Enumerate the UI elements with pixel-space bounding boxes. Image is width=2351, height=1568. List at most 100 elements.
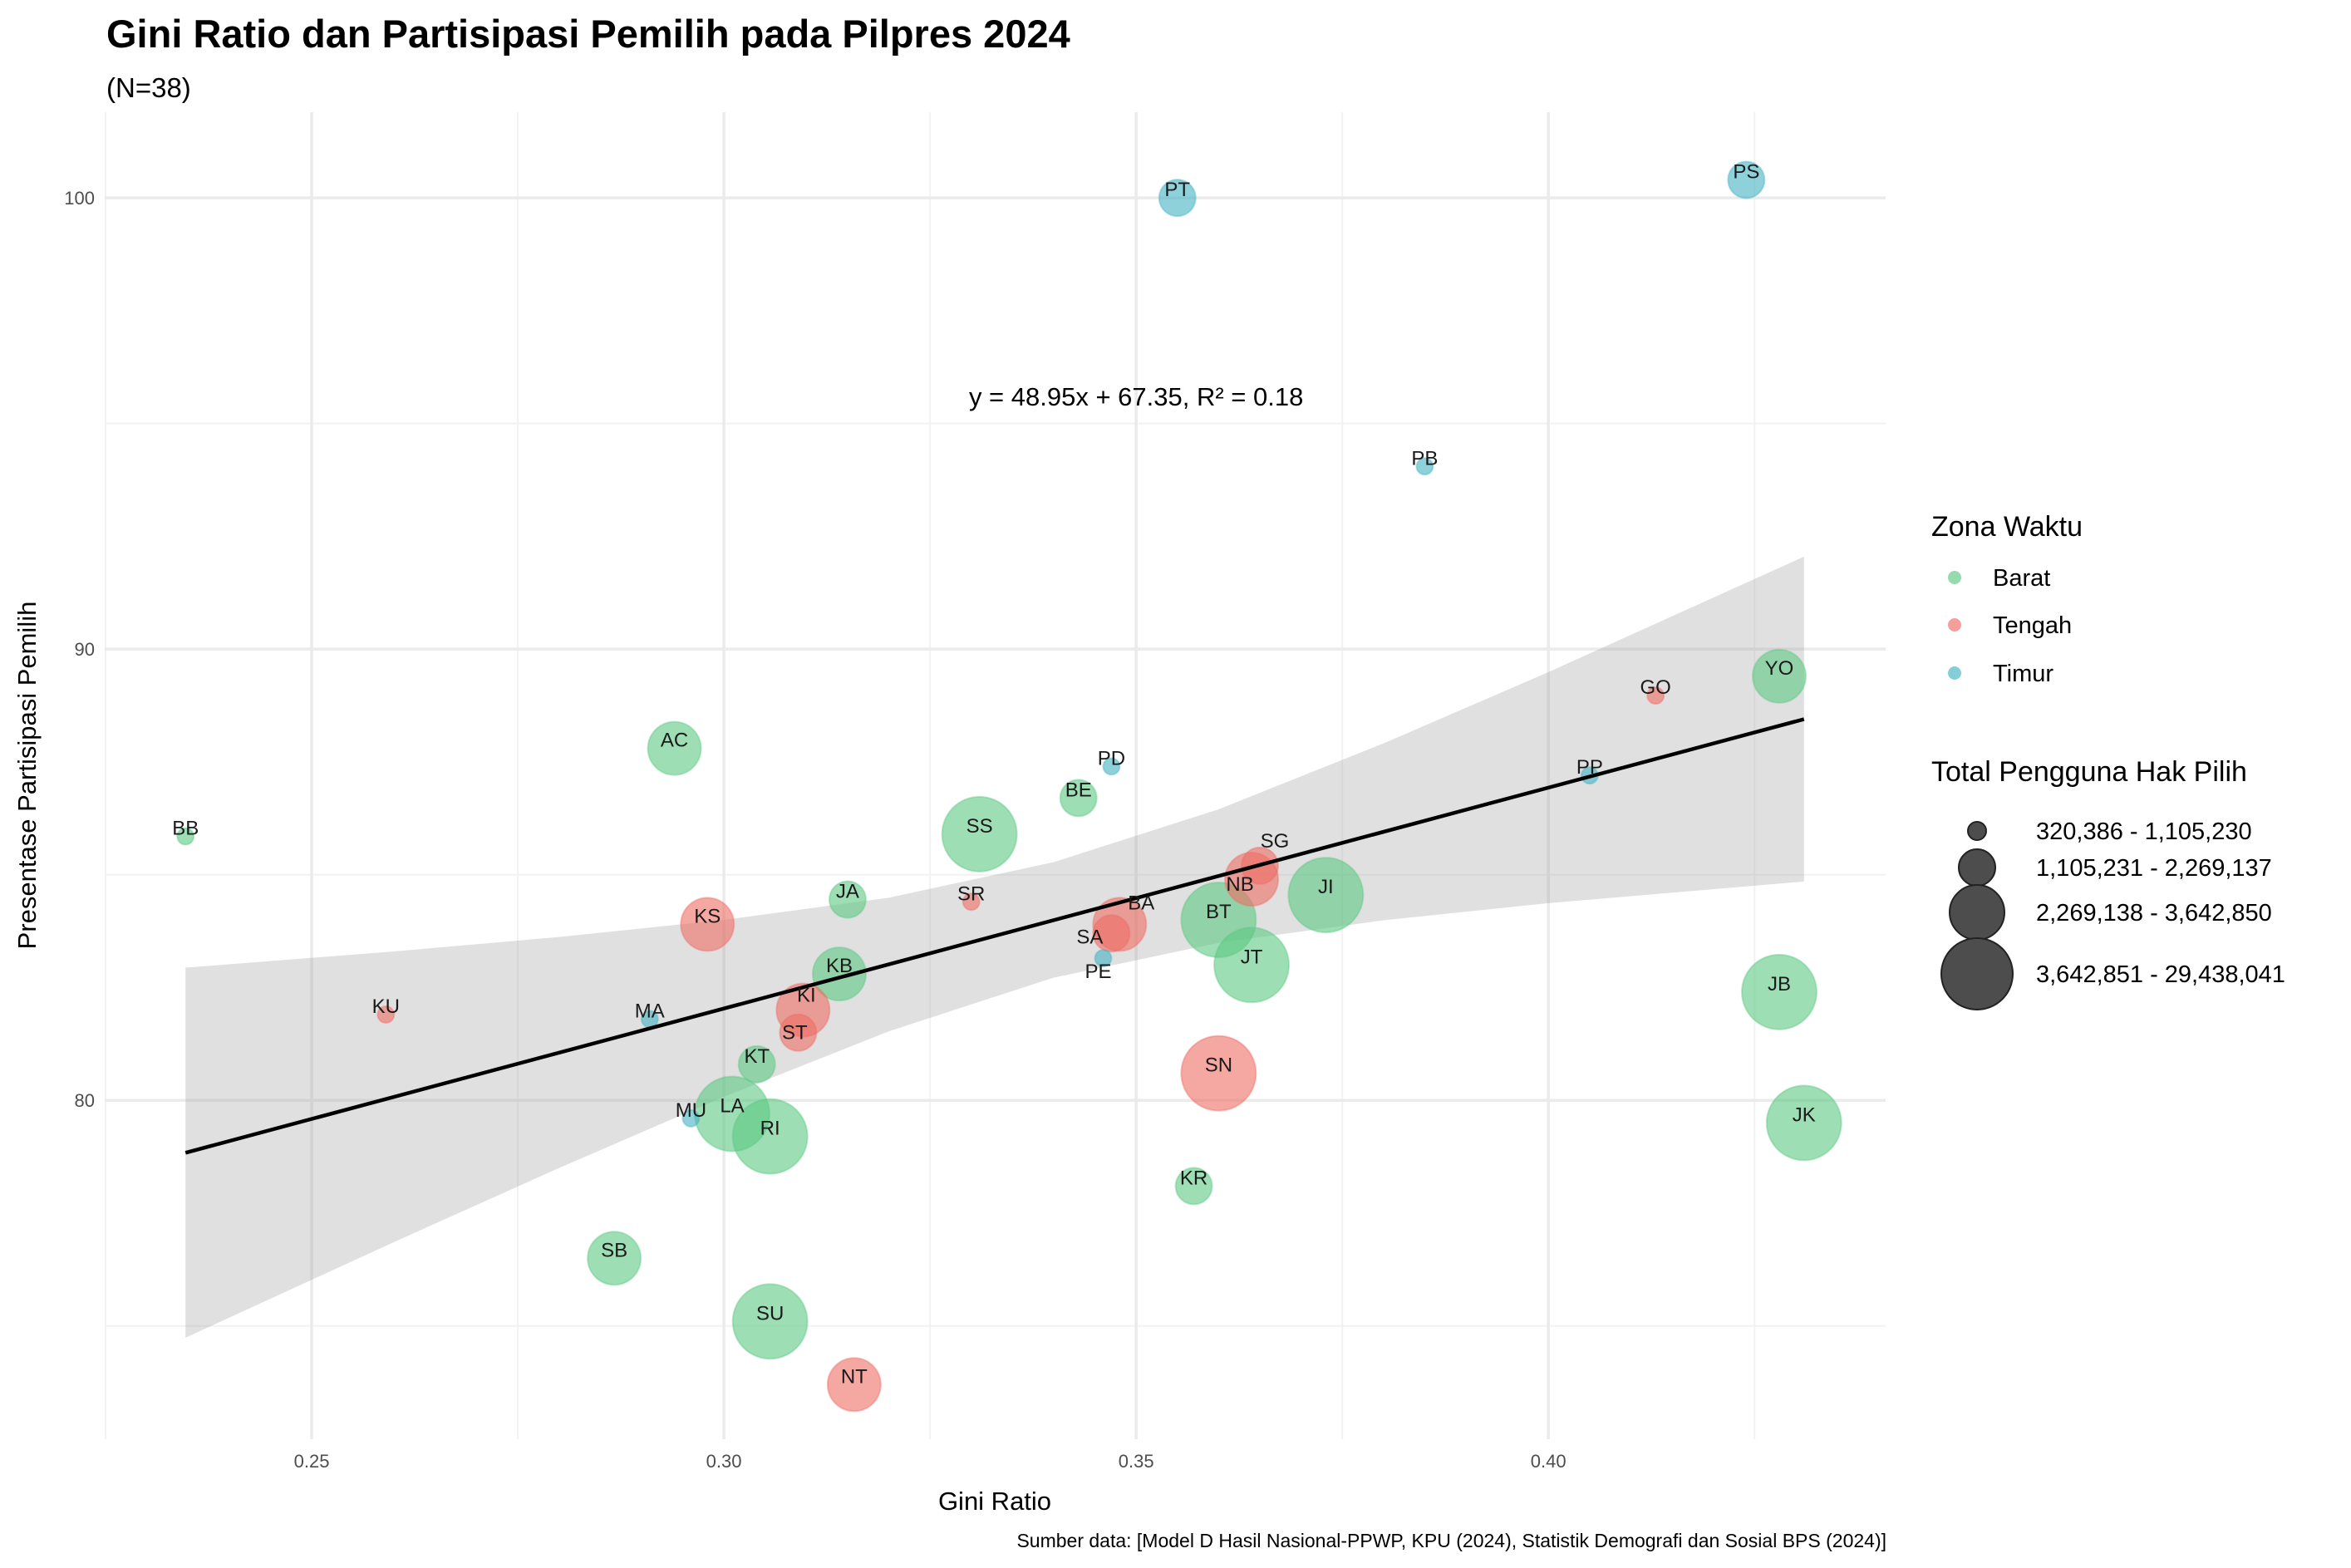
- point-label-sg: SG: [1261, 830, 1290, 853]
- point-su: [731, 1283, 809, 1360]
- point-label-pt: PT: [1164, 179, 1190, 201]
- x-tick-label: 0.25: [294, 1451, 330, 1472]
- legend-size-title: Total Pengguna Hak Pilih: [1931, 756, 2247, 788]
- point-ac: [647, 720, 702, 776]
- regression-line: [184, 717, 1805, 1155]
- point-label-yo: YO: [1765, 657, 1794, 680]
- legend-size-swatch-4: [1940, 937, 2014, 1010]
- legend-size-label-3: 2,269,138 - 3,642,850: [2036, 900, 2272, 927]
- data-points: [176, 160, 1842, 1413]
- confidence-band: [185, 556, 1804, 1338]
- point-label-ps: PS: [1733, 160, 1759, 183]
- point-pb: [1415, 457, 1434, 476]
- y-axis-title: Presentase Partisipasi Pemilih: [12, 602, 42, 950]
- ci-ribbon: [185, 556, 1804, 1338]
- point-label-pd: PD: [1098, 747, 1125, 769]
- point-label-kb: KB: [826, 955, 853, 977]
- point-label-jt: JT: [1241, 946, 1263, 968]
- point-pe: [1094, 949, 1113, 968]
- point-sa: [1092, 914, 1131, 953]
- legend-color-title: Zona Waktu: [1931, 511, 2083, 543]
- point-label-mu: MU: [676, 1099, 706, 1122]
- point-label-ri: RI: [760, 1118, 780, 1140]
- point-jt: [1213, 927, 1291, 1004]
- y-tick-label: 90: [75, 639, 95, 660]
- legend-swatch-barat: [1948, 571, 1961, 584]
- point-label-sb: SB: [601, 1239, 627, 1261]
- point-sn: [1180, 1035, 1257, 1112]
- point-label-ks: KS: [694, 905, 721, 927]
- point-yo: [1752, 648, 1808, 704]
- point-label-ja: JA: [836, 881, 859, 903]
- y-tick-label: 100: [64, 188, 95, 209]
- point-jb: [1741, 953, 1818, 1030]
- point-label-ki: KI: [797, 985, 816, 1007]
- point-sb: [587, 1231, 642, 1286]
- point-label-ss: SS: [966, 815, 993, 838]
- point-label-ac: AC: [661, 730, 688, 752]
- point-label-jk: JK: [1793, 1103, 1816, 1126]
- legend-size-label-4: 3,642,851 - 29,438,041: [2036, 961, 2285, 988]
- point-label-pe: PE: [1085, 961, 1111, 983]
- point-label-sr: SR: [957, 882, 985, 905]
- legend-label-timur: Timur: [1993, 661, 2053, 687]
- legend-swatch-tengah: [1948, 618, 1961, 632]
- legend-swatch-timur: [1948, 666, 1961, 680]
- x-tick-label: 0.30: [706, 1451, 742, 1472]
- chart-subtitle: (N=38): [106, 72, 191, 103]
- point-be: [1059, 779, 1098, 818]
- point-label-nb: NB: [1226, 873, 1253, 896]
- point-label-st: ST: [782, 1022, 808, 1045]
- point-pt: [1158, 179, 1197, 218]
- point-label-la: LA: [720, 1094, 744, 1117]
- point-label-kt: KT: [744, 1045, 770, 1068]
- point-label-ma: MA: [635, 1000, 665, 1022]
- point-bb: [176, 827, 195, 846]
- x-axis-title: Gini Ratio: [938, 1487, 1051, 1516]
- x-tick-label: 0.35: [1119, 1451, 1154, 1472]
- legend-size-label-2: 1,105,231 - 2,269,137: [2036, 855, 2272, 882]
- legend-label-tengah: Tengah: [1993, 612, 2072, 639]
- point-labels: PT PS PB GO YO PP AC PD BE BB SS SG NB JI JA SR BT KS BA SA…: [172, 160, 1816, 1388]
- point-kb: [811, 946, 867, 1002]
- point-ps: [1727, 160, 1766, 199]
- point-ji: [1287, 857, 1365, 934]
- legend-size-swatch-1: [1967, 821, 1987, 841]
- axis-ticks: 0.25 0.30 0.35 0.40 80 90 100: [64, 188, 1566, 1472]
- point-ss: [941, 795, 1018, 872]
- point-label-pp: PP: [1576, 756, 1603, 779]
- point-label-kr: KR: [1180, 1167, 1207, 1189]
- point-sr: [962, 892, 981, 912]
- point-ku: [376, 1005, 396, 1025]
- point-label-bt: BT: [1206, 901, 1232, 923]
- grid: [104, 112, 1886, 1439]
- legend-label-barat: Barat: [1993, 565, 2050, 592]
- chart-title: Gini Ratio dan Partisipasi Pemilih pada …: [106, 12, 1070, 56]
- point-label-be: BE: [1065, 779, 1092, 801]
- point-label-sa: SA: [1076, 926, 1103, 948]
- point-go: [1646, 686, 1665, 705]
- point-label-bb: BB: [172, 818, 199, 840]
- point-ja: [828, 880, 867, 919]
- point-kr: [1174, 1167, 1213, 1206]
- point-pd: [1102, 757, 1121, 776]
- point-jk: [1765, 1084, 1842, 1162]
- legend-size-swatch-2: [1958, 848, 1996, 887]
- point-kt: [737, 1045, 776, 1084]
- point-mu: [681, 1108, 701, 1128]
- point-label-jb: JB: [1768, 973, 1791, 995]
- point-label-ku: KU: [372, 995, 400, 1018]
- point-label-sn: SN: [1205, 1054, 1232, 1077]
- point-nt: [826, 1357, 882, 1413]
- point-label-ji: JI: [1318, 876, 1334, 898]
- x-tick-label: 0.40: [1531, 1451, 1567, 1472]
- point-label-nt: NT: [841, 1365, 868, 1388]
- legend-size: Total Pengguna Hak Pilih 320,386 - 1,105…: [1931, 756, 2285, 1010]
- point-label-go: GO: [1640, 676, 1671, 699]
- legend-size-swatch-3: [1949, 884, 2005, 941]
- point-label-ba: BA: [1128, 892, 1154, 914]
- regression-equation: y = 48.95x + 67.35, R² = 0.18: [969, 382, 1303, 411]
- caption: Sumber data: [Model D Hasil Nasional-PPW…: [1016, 1530, 1886, 1551]
- legend-color: Zona Waktu Barat Tengah Timur: [1931, 511, 2083, 687]
